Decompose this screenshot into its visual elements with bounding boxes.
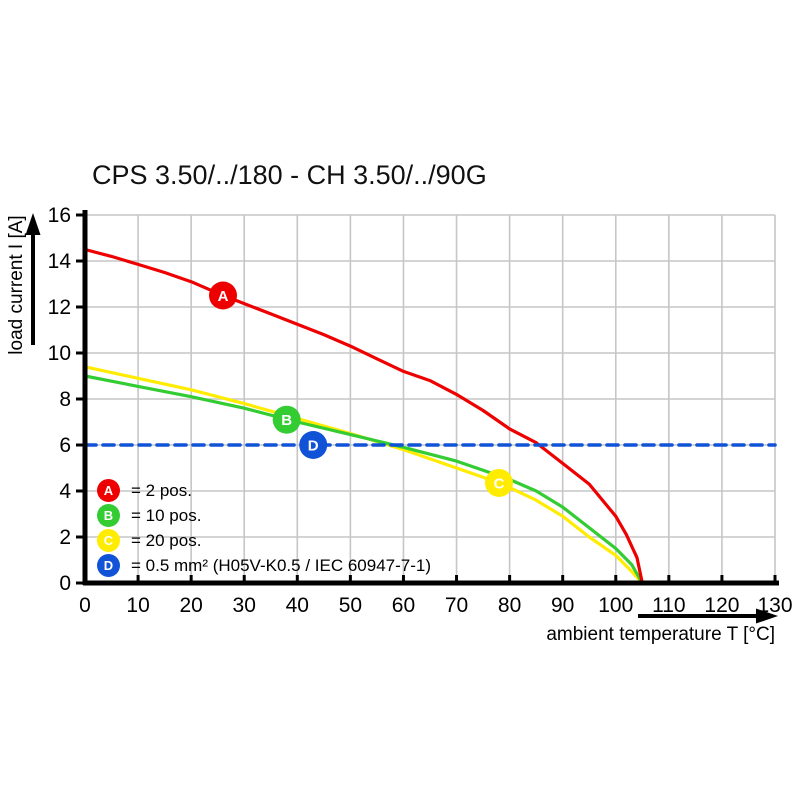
x-tick-label: 90 bbox=[551, 594, 574, 617]
x-tick-label: 30 bbox=[233, 594, 256, 617]
legend: A = 2 pos. B = 10 pos. C = 20 pos. D = 0.5 mm² … bbox=[97, 478, 431, 578]
legend-item-d: D = 0.5 mm² (H05V-K0.5 / IEC 60947-7-1) bbox=[97, 553, 431, 578]
y-tick-label: 2 bbox=[59, 526, 71, 549]
x-axis-arrowhead bbox=[756, 608, 778, 624]
x-tick-label: 50 bbox=[339, 594, 362, 617]
marker-letter-c: C bbox=[494, 475, 505, 492]
legend-label-b: = 10 pos. bbox=[131, 505, 202, 525]
legend-marker-d: D bbox=[97, 554, 120, 577]
x-axis-label: ambient temperature T [°C] bbox=[546, 624, 775, 645]
curve-c bbox=[83, 365, 644, 585]
legend-marker-a: A bbox=[97, 479, 120, 502]
curve-b bbox=[83, 374, 644, 585]
marker-letter-d: D bbox=[308, 438, 319, 455]
legend-marker-b: B bbox=[97, 504, 120, 527]
legend-item-c: C = 20 pos. bbox=[97, 528, 431, 553]
y-tick-label: 6 bbox=[59, 434, 71, 457]
y-tick-label: 8 bbox=[59, 388, 71, 411]
legend-item-a: A = 2 pos. bbox=[97, 478, 431, 503]
curve-a bbox=[83, 247, 644, 585]
y-axis-arrowhead bbox=[25, 213, 41, 235]
marker-letter-b: B bbox=[281, 412, 292, 429]
x-tick-label: 40 bbox=[286, 594, 309, 617]
x-tick-label: 70 bbox=[445, 594, 468, 617]
marker-c bbox=[485, 468, 513, 497]
y-tick-label: 0 bbox=[59, 572, 71, 595]
marker-b bbox=[272, 405, 301, 434]
legend-label-d: = 0.5 mm² (H05V-K0.5 / IEC 60947-7-1) bbox=[131, 555, 431, 575]
legend-marker-c: C bbox=[97, 529, 120, 552]
x-tick-label: 60 bbox=[392, 594, 415, 617]
x-tick-label: 100 bbox=[598, 594, 633, 617]
y-tick-label: 4 bbox=[59, 480, 71, 503]
x-tick-label: 130 bbox=[757, 594, 792, 617]
legend-label-a: = 2 pos. bbox=[131, 480, 192, 500]
x-tick-label: 80 bbox=[498, 594, 521, 617]
x-tick-label: 20 bbox=[179, 594, 202, 617]
y-tick-label: 14 bbox=[48, 250, 72, 273]
legend-label-c: = 20 pos. bbox=[131, 530, 202, 550]
y-axis-label: load current I [A] bbox=[6, 215, 27, 355]
marker-a bbox=[209, 281, 237, 310]
chart-title: CPS 3.50/../180 - CH 3.50/../90G bbox=[92, 160, 487, 190]
y-tick-label: 10 bbox=[48, 342, 71, 365]
marker-letter-a: A bbox=[218, 288, 229, 305]
x-tick-label: 0 bbox=[79, 594, 91, 617]
x-tick-label: 120 bbox=[704, 594, 739, 617]
x-tick-label: 110 bbox=[652, 594, 685, 617]
y-tick-label: 16 bbox=[48, 204, 71, 227]
marker-d bbox=[299, 431, 328, 459]
x-tick-label: 10 bbox=[126, 594, 149, 617]
y-tick-label: 12 bbox=[48, 296, 71, 319]
legend-item-b: B = 10 pos. bbox=[97, 503, 431, 528]
